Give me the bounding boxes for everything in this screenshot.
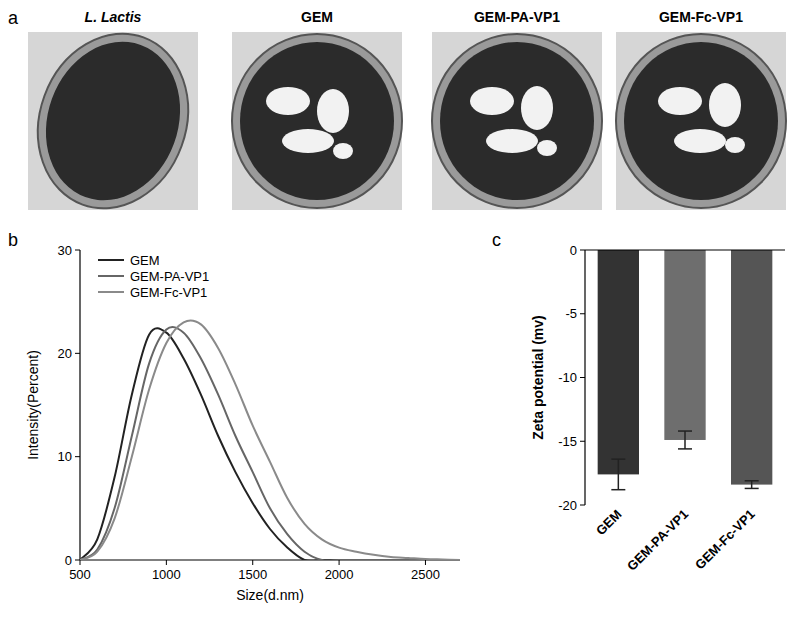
series-line	[80, 320, 460, 560]
cell-body	[240, 42, 394, 200]
cell-body	[624, 42, 778, 200]
void	[674, 129, 726, 153]
y-tick-label: 10	[58, 449, 72, 464]
image-label: GEM-Fc-VP1	[659, 9, 743, 25]
y-tick	[580, 441, 585, 442]
series-line	[80, 327, 460, 560]
x-tick-label: 500	[69, 567, 91, 582]
bar	[731, 250, 772, 485]
y-tick-label: 20	[58, 346, 72, 361]
y-tick-label: -5	[565, 306, 577, 321]
tem-image	[432, 32, 602, 210]
void	[521, 86, 553, 130]
zero-line	[585, 249, 785, 250]
y-tick	[580, 505, 585, 506]
panel-letter: c	[492, 230, 501, 250]
cell-wall	[14, 12, 212, 229]
x-tick-label: GEM	[593, 507, 625, 539]
void	[709, 83, 741, 127]
x-tick	[166, 560, 167, 565]
image-label: GEM	[301, 9, 333, 25]
y-tick	[75, 456, 80, 457]
image-ground	[232, 32, 402, 210]
bar	[598, 250, 639, 474]
y-axis	[79, 250, 80, 560]
y-tick	[75, 250, 80, 251]
y-tick-label: 0	[65, 553, 72, 568]
void	[658, 87, 702, 115]
x-tick-label: GEM-Fc-VP1	[692, 507, 758, 573]
y-tick	[75, 353, 80, 354]
image-ground	[432, 32, 602, 210]
legend-label: GEM-PA-VP1	[130, 269, 209, 284]
x-tick-label: 2000	[325, 567, 354, 582]
x-tick	[425, 560, 426, 565]
y-tick-label: 0	[570, 243, 577, 258]
legend-swatch	[98, 291, 124, 293]
void	[282, 129, 334, 153]
y-tick	[580, 250, 585, 251]
cell-wall	[616, 34, 786, 208]
figure: aL. LactisGEMGEM-PA-VP1GEM-Fc-VP1b500100…	[0, 0, 800, 621]
series-line	[80, 328, 460, 560]
image-ground	[616, 32, 786, 210]
legend-label: GEM-Fc-VP1	[130, 285, 207, 300]
void	[317, 89, 349, 133]
y-tick-label: -10	[558, 370, 577, 385]
void	[266, 87, 310, 115]
y-tick	[580, 377, 585, 378]
panel-letter: a	[8, 8, 19, 28]
void	[725, 137, 745, 153]
x-tick-label: 1000	[152, 567, 181, 582]
image-label: L. Lactis	[85, 9, 142, 25]
y-tick	[75, 560, 80, 561]
bar	[664, 250, 705, 440]
cell-wall	[232, 34, 402, 208]
void	[470, 87, 514, 115]
plot-lines	[80, 320, 460, 560]
error-bar	[611, 459, 625, 490]
y-tick-label: -20	[558, 498, 577, 513]
y-tick	[580, 313, 585, 314]
y-tick-label: 30	[58, 243, 72, 258]
x-axis-title: Size(d.nm)	[236, 587, 304, 603]
cell-body	[440, 42, 594, 200]
legend-swatch	[98, 275, 124, 277]
legend-label: GEM	[130, 253, 160, 268]
plot-bars	[598, 250, 773, 490]
legend-swatch	[98, 259, 124, 261]
cell-body	[24, 23, 202, 220]
tem-image	[14, 12, 212, 229]
x-tick	[80, 560, 81, 565]
panel-letter: b	[8, 230, 18, 250]
x-tick	[339, 560, 340, 565]
error-bar	[678, 431, 692, 449]
y-axis-title: Intensity(Percent)	[25, 350, 41, 460]
error-bar	[745, 481, 759, 489]
void	[333, 143, 353, 159]
x-tick-label: 2500	[411, 567, 440, 582]
cell-wall	[432, 34, 602, 208]
y-axis-title: Zeta potential (mv)	[530, 315, 546, 439]
x-tick-label: GEM-PA-VP1	[624, 507, 691, 574]
x-tick-label: 1500	[238, 567, 267, 582]
y-tick-label: -15	[558, 434, 577, 449]
tem-image	[232, 32, 402, 210]
image-label: GEM-PA-VP1	[474, 9, 560, 25]
x-tick	[252, 560, 253, 565]
void	[537, 140, 557, 156]
tem-image	[616, 32, 786, 210]
void	[486, 129, 538, 153]
